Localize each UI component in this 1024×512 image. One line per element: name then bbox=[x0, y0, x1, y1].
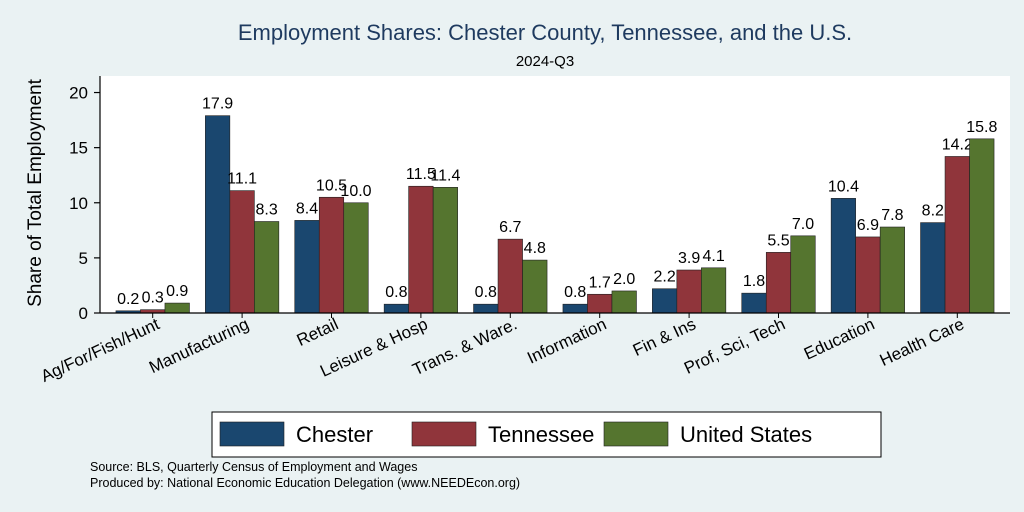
bar-united-states bbox=[701, 267, 727, 314]
bar-united-states bbox=[611, 290, 637, 314]
bar-value-label: 2.0 bbox=[613, 271, 635, 288]
bar-value-label: 5.5 bbox=[767, 232, 789, 249]
bar-value-label: 6.9 bbox=[857, 217, 879, 234]
legend-box bbox=[211, 411, 882, 458]
y-tick-label: 0 bbox=[79, 304, 88, 323]
bar-chester bbox=[383, 303, 409, 314]
bar-tennessee bbox=[944, 156, 970, 314]
bar-united-states bbox=[879, 226, 905, 314]
bar-value-label: 4.1 bbox=[702, 248, 724, 265]
legend-swatch-united-states bbox=[603, 421, 669, 447]
bar-chester bbox=[741, 292, 767, 314]
legend: Chester Tennessee United States bbox=[211, 411, 882, 458]
bar-united-states bbox=[254, 221, 280, 314]
legend-label: Chester bbox=[296, 422, 373, 447]
bar-tennessee bbox=[318, 196, 345, 314]
bar-united-states bbox=[432, 187, 458, 314]
bar-value-label: 0.8 bbox=[475, 284, 497, 301]
chart-title: Employment Shares: Chester County, Tenne… bbox=[238, 20, 852, 45]
x-tick-label: Health Care bbox=[877, 314, 967, 370]
bar-value-label: 10.0 bbox=[340, 183, 371, 200]
chart-subtitle: 2024-Q3 bbox=[516, 53, 574, 70]
bar-tennessee bbox=[497, 238, 523, 314]
bar-united-states bbox=[790, 235, 816, 314]
bar-chester bbox=[652, 288, 678, 314]
source-line: Source: BLS, Quarterly Census of Employm… bbox=[90, 460, 417, 474]
bar-united-states bbox=[164, 302, 190, 314]
bar-united-states bbox=[969, 138, 995, 314]
x-tick-label: Ag/For/Fish/Hunt bbox=[38, 314, 163, 386]
y-tick-label: 10 bbox=[69, 194, 88, 213]
y-tick-label: 20 bbox=[69, 84, 88, 103]
bar-value-label: 0.8 bbox=[564, 284, 586, 301]
bar-value-label: 0.3 bbox=[142, 290, 164, 307]
bar-tennessee bbox=[229, 190, 255, 314]
bar-value-label: 2.2 bbox=[653, 269, 675, 286]
bar-value-label: 8.3 bbox=[255, 202, 277, 219]
bar-chester bbox=[562, 303, 588, 314]
bar-value-label: 3.9 bbox=[678, 250, 700, 267]
bar-value-label: 14.2 bbox=[942, 136, 973, 153]
bar-tennessee bbox=[676, 269, 702, 314]
x-tick-label: Prof, Sci, Tech bbox=[681, 314, 788, 377]
bar-value-label: 17.9 bbox=[202, 96, 233, 113]
bar-value-label: 1.7 bbox=[589, 274, 611, 291]
bar-chester bbox=[830, 198, 856, 314]
legend-swatch-tennessee bbox=[411, 421, 477, 447]
bar-value-label: 15.8 bbox=[966, 119, 997, 136]
bar-value-label: 6.7 bbox=[499, 219, 521, 236]
produced-by-line: Produced by: National Economic Education… bbox=[90, 476, 520, 490]
bar-tennessee bbox=[587, 293, 613, 314]
bar-value-label: 10.4 bbox=[828, 178, 859, 195]
bar-value-label: 8.2 bbox=[922, 203, 944, 220]
bar-tennessee bbox=[408, 185, 434, 314]
x-tick-label: Fin & Ins bbox=[630, 314, 699, 360]
bar-value-label: 7.8 bbox=[881, 207, 903, 224]
x-tick-label: Manufacturing bbox=[146, 314, 252, 377]
x-tick-label: Information bbox=[524, 314, 609, 367]
bar-value-label: 4.8 bbox=[524, 240, 546, 257]
bar-value-label: 11.4 bbox=[430, 167, 460, 184]
y-tick-label: 15 bbox=[69, 139, 88, 158]
y-axis: 0 5 10 15 20 bbox=[69, 76, 101, 323]
bar-value-label: 0.9 bbox=[166, 283, 188, 300]
bar-value-label: 1.8 bbox=[743, 273, 765, 290]
bar-value-label: 8.4 bbox=[296, 200, 318, 217]
bar-chester bbox=[205, 115, 231, 314]
y-axis-title: Share of Total Employment bbox=[25, 78, 46, 306]
bar-tennessee bbox=[855, 236, 881, 314]
bar-chester bbox=[294, 220, 320, 314]
x-tick-label: Education bbox=[801, 314, 878, 363]
bar-value-label: 7.0 bbox=[792, 216, 814, 233]
legend-swatch-chester bbox=[219, 421, 285, 447]
bar-united-states bbox=[522, 259, 548, 314]
bar-chester bbox=[473, 303, 499, 314]
bar-value-label: 10.5 bbox=[316, 177, 347, 194]
bar-value-label: 11.1 bbox=[227, 171, 257, 188]
bar-chester bbox=[920, 222, 946, 314]
bar-value-label: 0.2 bbox=[117, 291, 139, 308]
bar-tennessee bbox=[765, 252, 792, 314]
y-tick-label: 5 bbox=[79, 249, 88, 268]
legend-label: United States bbox=[680, 422, 812, 447]
legend-label: Tennessee bbox=[488, 422, 594, 447]
bars-layer: 0.2 0.3 0.9 17.9 11.1 8.3 8.4 10.510.0 0.8 11.511… bbox=[115, 96, 997, 314]
bar-united-states bbox=[343, 202, 369, 314]
bar-value-label: 11.5 bbox=[406, 166, 436, 183]
bar-value-label: 0.8 bbox=[385, 284, 407, 301]
x-tick-label: Retail bbox=[294, 314, 341, 350]
